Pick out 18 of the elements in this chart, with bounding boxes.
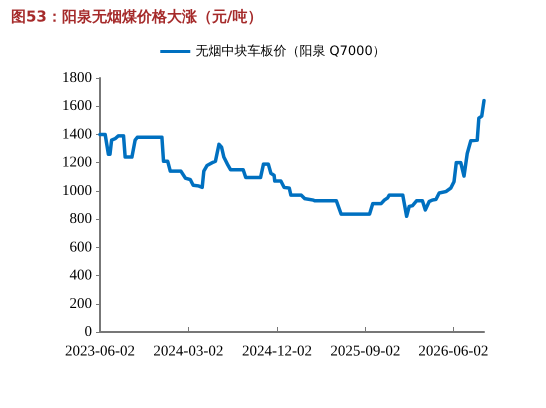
y-tick-label: 800 bbox=[70, 211, 92, 228]
y-tick-label: 1600 bbox=[62, 98, 92, 114]
x-tick-label: 2026-06-02 bbox=[418, 344, 488, 360]
line-series bbox=[98, 98, 486, 218]
x-tick-label: 2025-09-02 bbox=[330, 344, 400, 360]
x-tick-label: 2023-06-02 bbox=[65, 344, 135, 360]
legend-label: 无烟中块车板价（阳泉 Q7000） bbox=[195, 44, 386, 59]
y-tick-label: 1800 bbox=[62, 70, 92, 86]
y-tick-label: 200 bbox=[70, 296, 92, 312]
y-tick-label: 1400 bbox=[62, 126, 92, 142]
y-tick-label: 1200 bbox=[62, 154, 92, 171]
y-tick-label: 600 bbox=[70, 239, 92, 256]
x-tick-label: 2024-03-02 bbox=[153, 344, 224, 360]
chart-title: 图53：阳泉无烟煤价格大涨（元/吨） bbox=[11, 8, 262, 26]
x-tick-label: 2024-12-02 bbox=[242, 344, 312, 360]
y-tick-label: 1000 bbox=[62, 182, 92, 199]
y-tick-label: 400 bbox=[70, 268, 92, 284]
y-tick-label: 0 bbox=[84, 324, 92, 340]
